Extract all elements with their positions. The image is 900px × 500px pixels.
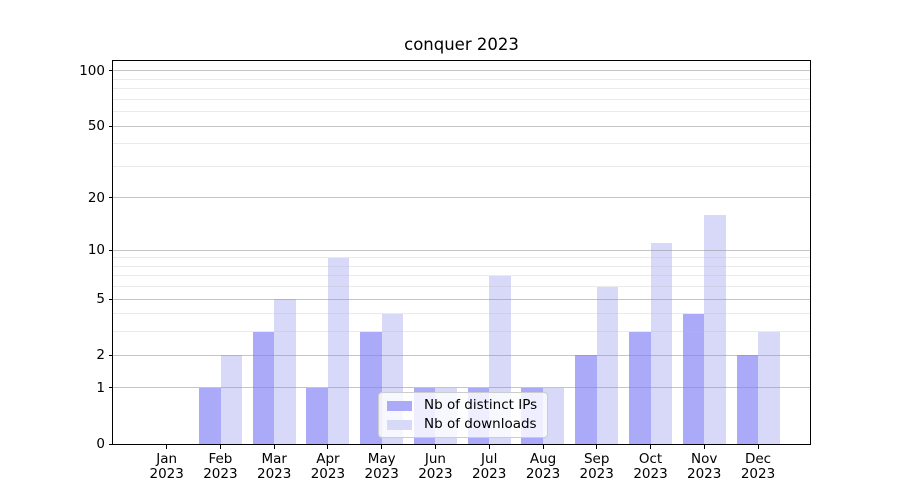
x-tick-label-sep-2023: Sep 2023 bbox=[579, 451, 614, 482]
bars-layer bbox=[113, 61, 810, 444]
y-tick-label-10: 10 bbox=[87, 242, 105, 259]
y-tick-label-5: 5 bbox=[96, 291, 105, 308]
y-tick-2 bbox=[109, 354, 113, 356]
x-tick-label-mar-2023: Mar 2023 bbox=[257, 451, 292, 482]
x-tick-label-may-2023: May 2023 bbox=[364, 451, 399, 482]
x-tick-sep-2023 bbox=[596, 445, 598, 449]
bar-nb-of-downloads-feb-2023 bbox=[220, 355, 242, 444]
legend-label-downloads: Nb of downloads bbox=[424, 416, 537, 432]
x-tick-may-2023 bbox=[381, 445, 383, 449]
x-tick-jan-2023 bbox=[166, 445, 168, 449]
legend: Nb of distinct IPs Nb of downloads bbox=[378, 392, 549, 438]
legend-swatch-distinct-ips bbox=[387, 400, 412, 411]
legend-item-downloads: Nb of downloads bbox=[387, 417, 537, 432]
y-tick-label-0: 0 bbox=[96, 436, 105, 452]
y-tick-label-50: 50 bbox=[87, 118, 105, 134]
x-tick-mar-2023 bbox=[273, 445, 275, 449]
y-tick-10 bbox=[109, 249, 113, 251]
y-tick-100 bbox=[109, 70, 113, 72]
x-tick-nov-2023 bbox=[703, 445, 705, 449]
y-axis-tick-labels: 0 1 2 5 10 20 50 100 bbox=[0, 0, 105, 500]
y-tick-label-100: 100 bbox=[79, 62, 105, 79]
x-tick-label-nov-2023: Nov 2023 bbox=[687, 451, 722, 482]
legend-swatch-downloads bbox=[387, 419, 412, 430]
x-tick-apr-2023 bbox=[327, 445, 329, 449]
x-tick-label-aug-2023: Aug 2023 bbox=[525, 451, 561, 482]
x-tick-label-jun-2023: Jun 2023 bbox=[418, 451, 453, 482]
x-tick-aug-2023 bbox=[542, 445, 544, 449]
plot-area: Nb of distinct IPs Nb of downloads bbox=[112, 60, 811, 445]
bar-nb-of-downloads-mar-2023 bbox=[274, 299, 296, 444]
bar-nb-of-distinct-ips-mar-2023 bbox=[252, 331, 275, 444]
bar-nb-of-distinct-ips-feb-2023 bbox=[199, 387, 221, 444]
x-tick-label-apr-2023: Apr 2023 bbox=[310, 451, 346, 482]
bar-nb-of-downloads-nov-2023 bbox=[704, 214, 726, 444]
x-tick-label-jul-2023: Jul 2023 bbox=[472, 451, 507, 482]
x-tick-label-jan-2023: Jan 2023 bbox=[149, 451, 184, 482]
x-tick-feb-2023 bbox=[219, 445, 221, 449]
bar-nb-of-distinct-ips-oct-2023 bbox=[629, 331, 651, 444]
x-tick-oct-2023 bbox=[650, 445, 651, 449]
bar-nb-of-downloads-aug-2023 bbox=[542, 387, 565, 444]
y-tick-label-2: 2 bbox=[96, 347, 105, 364]
bar-nb-of-downloads-sep-2023 bbox=[596, 286, 619, 444]
y-tick-label-1: 1 bbox=[96, 379, 105, 396]
y-tick-5 bbox=[109, 298, 113, 300]
y-tick-0 bbox=[109, 443, 113, 445]
y-tick-20 bbox=[109, 197, 113, 199]
chart-title: conquer 2023 bbox=[404, 35, 519, 54]
y-tick-50 bbox=[109, 125, 113, 127]
bar-nb-of-downloads-dec-2023 bbox=[758, 331, 780, 444]
x-tick-dec-2023 bbox=[757, 445, 759, 449]
x-tick-label-oct-2023: Oct 2023 bbox=[633, 451, 668, 482]
y-tick-1 bbox=[109, 387, 113, 389]
x-tick-jul-2023 bbox=[488, 445, 490, 449]
y-tick-label-20: 20 bbox=[87, 189, 105, 206]
bar-nb-of-distinct-ips-nov-2023 bbox=[682, 313, 705, 444]
x-tick-jun-2023 bbox=[434, 445, 436, 449]
x-tick-label-dec-2023: Dec 2023 bbox=[740, 451, 776, 482]
legend-item-distinct-ips: Nb of distinct IPs bbox=[387, 398, 537, 413]
bar-nb-of-distinct-ips-sep-2023 bbox=[575, 355, 597, 444]
bar-nb-of-downloads-apr-2023 bbox=[327, 257, 350, 444]
x-tick-label-feb-2023: Feb 2023 bbox=[203, 451, 238, 482]
bar-nb-of-downloads-oct-2023 bbox=[650, 243, 672, 444]
bar-nb-of-distinct-ips-apr-2023 bbox=[306, 387, 328, 444]
bar-nb-of-distinct-ips-dec-2023 bbox=[736, 355, 758, 444]
legend-label-distinct-ips: Nb of distinct IPs bbox=[424, 397, 538, 413]
